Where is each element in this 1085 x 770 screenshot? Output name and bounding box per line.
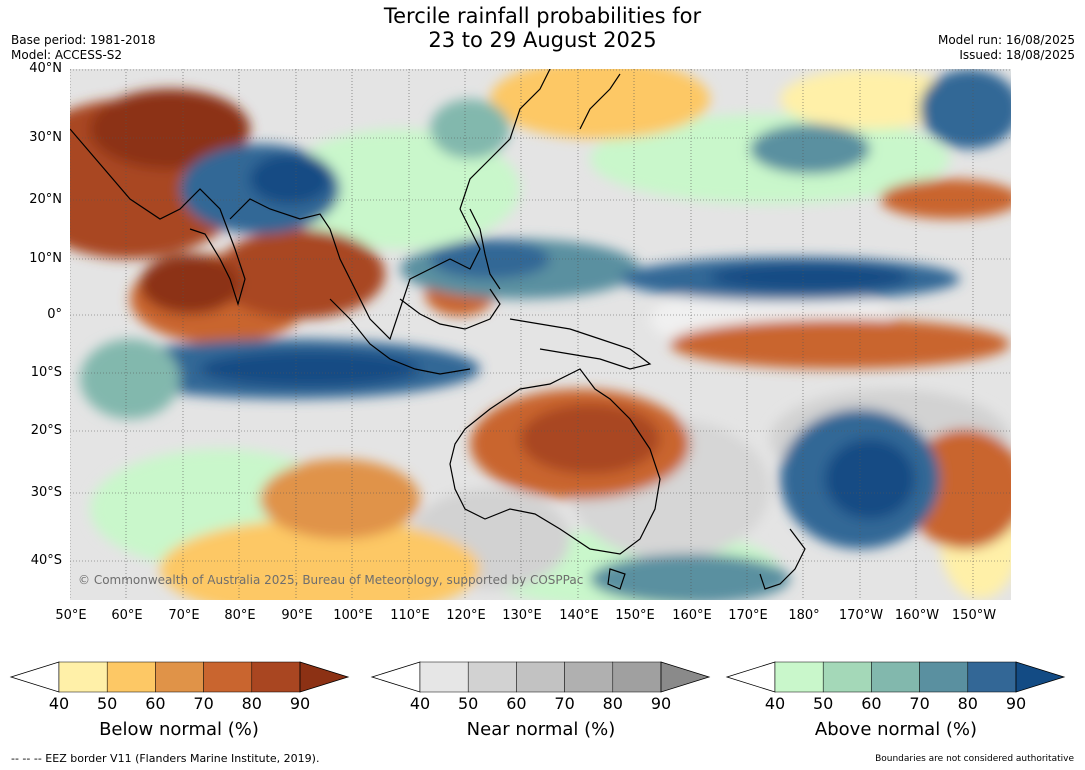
colorbar-segment <box>822 661 872 693</box>
colorbar-extend-low <box>9 661 60 693</box>
colorbar-tick-label: 90 <box>289 694 311 713</box>
lat-label: 0° <box>47 307 62 322</box>
lat-label: 40°S <box>30 553 62 568</box>
colorbar-segment <box>612 661 662 693</box>
lon-label: 170°E <box>728 608 768 623</box>
colorbar-segment <box>564 661 614 693</box>
colorbar-extend-high <box>299 661 350 693</box>
colorbar-tick-label: 50 <box>458 694 479 713</box>
colorbar-extend-high <box>660 661 711 693</box>
colorbars <box>9 661 1066 693</box>
colorbar-segment <box>774 661 824 693</box>
colorbar-tick-label: 50 <box>97 694 118 713</box>
lon-label: 180° <box>788 608 820 623</box>
lon-label: 150°W <box>951 608 997 623</box>
colorbar-segment <box>203 661 253 693</box>
colorbar-tick-label: 80 <box>957 694 978 713</box>
colorbar-below <box>9 661 350 693</box>
base-period: Base period: 1981-2018 <box>11 33 156 47</box>
lon-label: 120°E <box>446 608 486 623</box>
lon-label: 130°E <box>502 608 542 623</box>
colorbar-tick-label: 50 <box>813 694 834 713</box>
colorbar-segment <box>871 661 920 693</box>
model-name: Model: ACCESS-S2 <box>11 48 123 62</box>
colorbar-tick-label: 60 <box>506 694 527 713</box>
colorbar-segment <box>251 661 301 693</box>
colorbar-tick-label: 70 <box>909 694 930 713</box>
lon-label: 60°E <box>111 608 143 623</box>
lat-label: 10°N <box>29 251 62 266</box>
colorbar-title-near: Near normal (%) <box>466 719 616 740</box>
lat-label: 20°S <box>30 423 62 438</box>
forecast-map <box>70 69 1011 600</box>
colorbar-segment <box>967 661 1017 693</box>
colorbar-tick-label: 80 <box>602 694 623 713</box>
colorbar-segment <box>467 661 517 693</box>
colorbar-near <box>370 661 711 693</box>
colorbar-tick-label: 90 <box>1005 694 1027 713</box>
model-run: Model run: 16/08/2025 <box>937 33 1075 47</box>
colorbar-extend-low <box>725 661 776 693</box>
lon-label: 160°E <box>672 608 712 623</box>
colorbar-title-below: Below normal (%) <box>99 719 259 740</box>
issued-date: Issued: 18/08/2025 <box>959 48 1075 62</box>
lat-label: 20°N <box>29 192 62 207</box>
colorbar-segment <box>155 661 204 693</box>
colorbar-tick-label: 60 <box>145 694 166 713</box>
probability-field <box>70 69 1011 600</box>
lon-label: 80°E <box>224 608 256 623</box>
title-line-1: Tercile rainfall probabilities for <box>383 4 702 28</box>
copyright-notice: © Commonwealth of Australia 2025, Bureau… <box>78 573 584 587</box>
lat-label: 40°N <box>29 61 62 76</box>
map-title: Tercile rainfall probabilities for 23 to… <box>0 4 1085 52</box>
colorbar-segment <box>919 661 969 693</box>
lon-label: 140°E <box>559 608 599 623</box>
eez-note: -- -- -- EEZ border V11 (Flanders Marine… <box>11 752 320 765</box>
colorbar-above <box>725 661 1066 693</box>
colorbar-segment <box>516 661 565 693</box>
lon-label: 100°E <box>333 608 373 623</box>
colorbar-title-above: Above normal (%) <box>814 719 978 740</box>
lon-label: 150°E <box>615 608 655 623</box>
coastlines <box>70 69 806 590</box>
lon-label: 170°W <box>838 608 884 623</box>
colorbar-segment <box>419 661 469 693</box>
lat-label: 30°S <box>30 485 62 500</box>
lon-label: 110°E <box>390 608 430 623</box>
colorbar-tick-label: 70 <box>554 694 575 713</box>
lon-label: 90°E <box>281 608 313 623</box>
colorbar-tick-label: 40 <box>409 694 431 713</box>
map-canvas <box>70 69 1011 600</box>
title-line-2: 23 to 29 August 2025 <box>428 28 657 52</box>
colorbar-tick-label: 40 <box>764 694 786 713</box>
meta-left: Base period: 1981-2018 Model: ACCESS-S2 <box>11 33 156 63</box>
colorbar-tick-label: 40 <box>48 694 70 713</box>
lon-label: 50°E <box>55 608 87 623</box>
lon-label: 70°E <box>168 608 200 623</box>
lat-label: 10°S <box>30 365 62 380</box>
colorbar-extend-high <box>1015 661 1066 693</box>
colorbar-tick-label: 80 <box>241 694 262 713</box>
colorbar-segment <box>106 661 156 693</box>
colorbar-tick-label: 70 <box>193 694 214 713</box>
colorbar-tick-label: 90 <box>650 694 672 713</box>
lat-label: 30°N <box>29 130 62 145</box>
colorbar-segment <box>58 661 108 693</box>
colorbar-extend-low <box>370 661 421 693</box>
lon-label: 160°W <box>894 608 940 623</box>
boundaries-note: Boundaries are not considered authoritat… <box>875 754 1074 764</box>
colorbar-tick-label: 60 <box>861 694 882 713</box>
meta-right: Model run: 16/08/2025 Issued: 18/08/2025 <box>938 33 1075 63</box>
graticule <box>70 69 1011 600</box>
